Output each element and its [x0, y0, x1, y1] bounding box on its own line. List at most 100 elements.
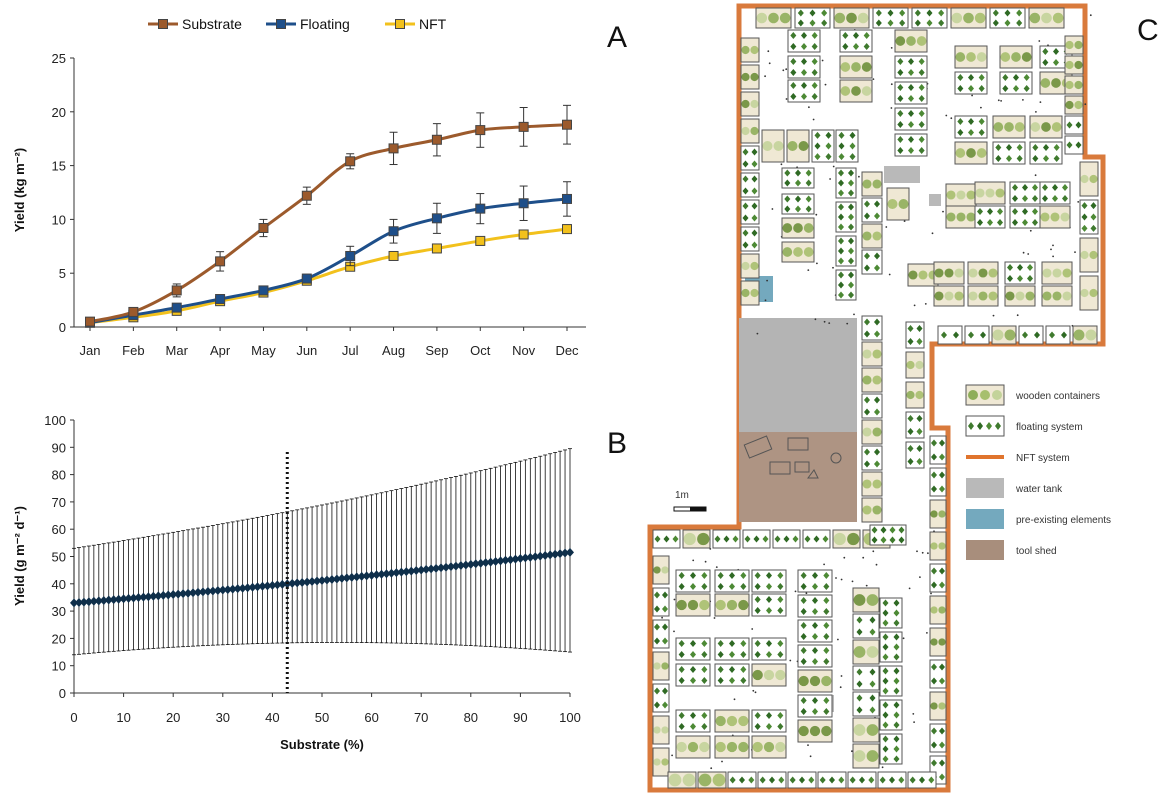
plant [751, 187, 758, 195]
floating-container [894, 55, 928, 79]
plant [790, 69, 797, 76]
line-substrate [89, 123, 568, 324]
plant [1005, 291, 1015, 301]
plant [1065, 80, 1074, 90]
floating-container [911, 7, 948, 29]
soil-dot [1084, 103, 1087, 106]
soil-dot [715, 566, 718, 568]
container-box [1018, 325, 1044, 345]
container-box [929, 691, 947, 721]
plant [864, 318, 870, 326]
wooden-container [852, 717, 880, 743]
data-point [541, 550, 550, 560]
plant [690, 651, 696, 658]
plant [918, 69, 925, 76]
plant [701, 640, 708, 647]
plant [1007, 264, 1013, 271]
soil-dot [853, 313, 855, 316]
floating-container [714, 637, 750, 661]
plant [918, 147, 925, 154]
wooden-container [929, 499, 947, 529]
data-point [392, 568, 401, 578]
plant [668, 773, 682, 787]
legend-marker [158, 19, 168, 29]
x-tick-label-a: Mar [166, 343, 189, 358]
x-tick-label-b: 90 [513, 710, 527, 725]
plant [848, 169, 854, 177]
soil-dot [704, 560, 707, 563]
series-a [85, 104, 572, 328]
container-box [929, 595, 947, 625]
x-tick-label-b: 50 [315, 710, 329, 725]
container-box [929, 563, 947, 593]
plant [1012, 208, 1018, 215]
plant [811, 32, 818, 39]
plant [1002, 74, 1009, 81]
plant [916, 428, 923, 435]
wooden-container [751, 735, 787, 759]
plant [976, 52, 987, 62]
plant [729, 640, 735, 647]
wooden-container [714, 709, 750, 733]
plant [800, 597, 807, 604]
plant [790, 82, 797, 89]
floating-container [852, 665, 880, 691]
data-point [208, 586, 217, 596]
map-legend-label: water tank [1015, 484, 1063, 495]
plant [1051, 122, 1062, 132]
data-point [79, 597, 88, 607]
soil-dot [828, 322, 831, 324]
container-box [861, 171, 883, 197]
plant [986, 422, 992, 430]
plant [1090, 202, 1097, 210]
floating-container [675, 663, 711, 687]
plant [798, 141, 809, 151]
plant [678, 712, 685, 719]
soil-dot [752, 689, 755, 692]
plant [938, 19, 945, 27]
soil-dot [824, 83, 827, 86]
plant [784, 205, 791, 213]
plant [803, 223, 814, 233]
floating-container [839, 29, 873, 53]
plant [751, 175, 758, 183]
plant [869, 706, 876, 714]
points-b [70, 547, 574, 608]
plant [916, 325, 923, 332]
plant [856, 628, 863, 636]
wooden-container [929, 531, 947, 561]
plant [872, 427, 882, 437]
floating-container [811, 129, 835, 163]
plant [1016, 144, 1023, 151]
floating-container [879, 665, 903, 697]
plant [750, 72, 759, 82]
plant [930, 542, 938, 550]
plant [1075, 141, 1082, 149]
plant [864, 330, 870, 338]
plant [1029, 12, 1041, 24]
plant [838, 179, 844, 187]
marker [345, 156, 356, 167]
data-point [114, 594, 123, 604]
floating-container [797, 694, 833, 718]
plant [729, 572, 735, 579]
soil-dot [1035, 111, 1037, 113]
plant [899, 19, 906, 27]
soil-dot [921, 551, 924, 554]
container-box [861, 419, 883, 445]
plant [819, 776, 826, 784]
plant [975, 188, 985, 198]
plant [754, 712, 761, 719]
y-tick-label-b: 20 [52, 631, 66, 646]
plant [654, 591, 660, 599]
plant [838, 153, 845, 161]
plant [992, 390, 1002, 400]
plant [851, 62, 861, 72]
plant [744, 535, 751, 543]
floating-container [1045, 325, 1071, 345]
x-tick-label-a: Nov [512, 343, 536, 358]
x-tick-label-b: 100 [559, 710, 581, 725]
plant [864, 212, 870, 220]
floating-container [929, 563, 947, 593]
map-legend: wooden containers floating system NFT syst… [965, 384, 1111, 560]
